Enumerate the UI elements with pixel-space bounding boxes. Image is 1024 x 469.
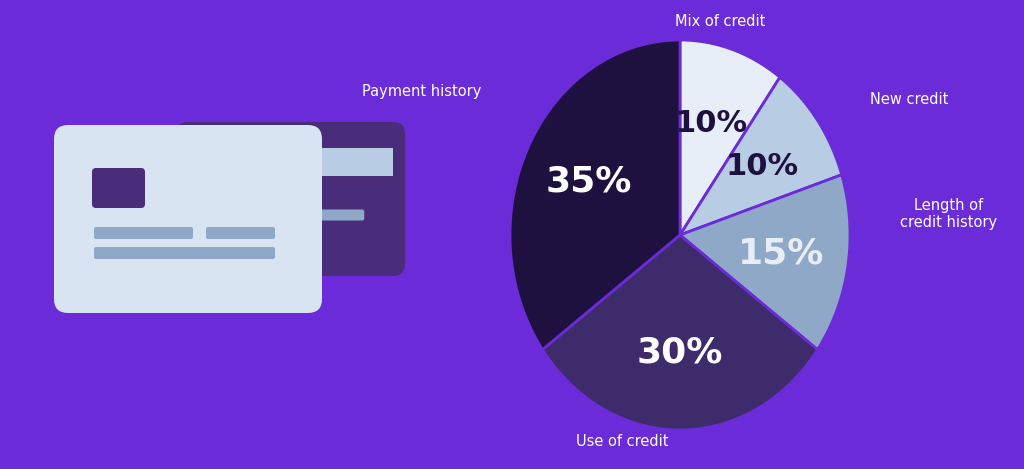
- Text: Payment history: Payment history: [362, 83, 481, 98]
- FancyBboxPatch shape: [279, 210, 365, 220]
- FancyBboxPatch shape: [54, 125, 322, 313]
- Text: 10%: 10%: [675, 109, 749, 138]
- Text: 15%: 15%: [737, 236, 824, 270]
- FancyBboxPatch shape: [206, 227, 275, 239]
- Text: 30%: 30%: [637, 335, 723, 369]
- Polygon shape: [680, 40, 780, 235]
- FancyBboxPatch shape: [92, 168, 145, 208]
- Text: 10%: 10%: [726, 152, 799, 181]
- FancyBboxPatch shape: [188, 148, 393, 176]
- Text: Length of
credit history: Length of credit history: [900, 198, 997, 230]
- Polygon shape: [510, 40, 680, 349]
- Text: Use of credit: Use of credit: [575, 433, 669, 448]
- Polygon shape: [680, 175, 850, 349]
- Text: 35%: 35%: [546, 165, 632, 199]
- FancyBboxPatch shape: [94, 247, 275, 259]
- FancyBboxPatch shape: [94, 227, 193, 239]
- Polygon shape: [680, 77, 842, 235]
- Polygon shape: [543, 235, 817, 430]
- FancyBboxPatch shape: [188, 148, 393, 160]
- FancyBboxPatch shape: [176, 122, 406, 276]
- Text: Mix of credit: Mix of credit: [675, 14, 765, 29]
- Text: New credit: New credit: [870, 91, 948, 106]
